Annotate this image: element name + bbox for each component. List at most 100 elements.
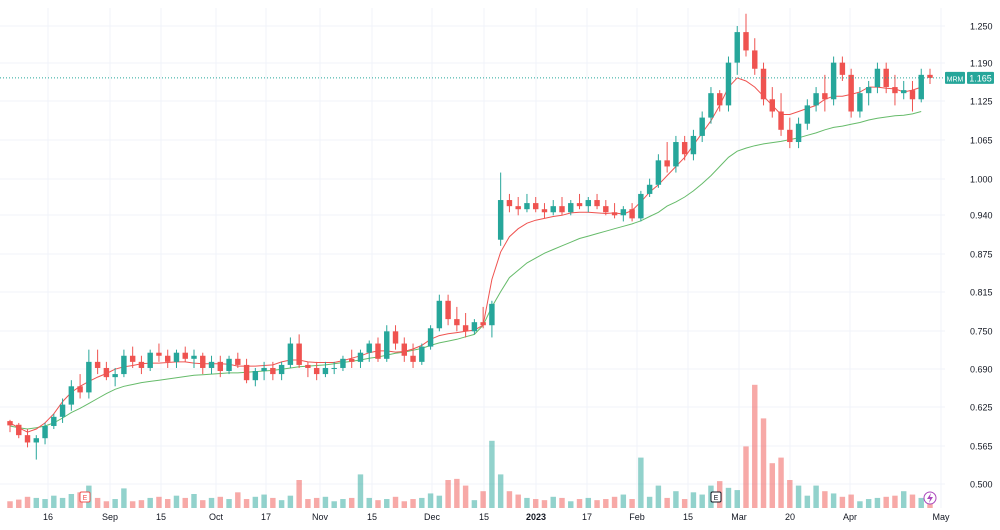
volume-bar [252,496,259,508]
candle-body [427,328,434,347]
price-axis[interactable]: 1.250 1.190 1.125 1.065 1.000 0.940 0.875 0.815… [945,22,994,490]
volume-bar [909,494,916,508]
candle-body [208,361,215,368]
earnings-marker[interactable]: E [79,491,91,503]
candle-body [594,200,600,207]
volume-bar [568,501,574,508]
candle [208,355,215,375]
candle-body [164,355,171,362]
volume-bar [699,494,705,508]
earnings-marker[interactable]: E [710,491,722,503]
candle [121,349,127,378]
candle-body [690,135,697,155]
candle-body [480,322,486,326]
candle-body [752,50,758,69]
candle-body [340,358,346,368]
candle [24,429,31,448]
volume-bar [410,499,416,508]
candle-body [778,111,784,130]
earnings-marker-box [79,491,91,503]
volume-bar [59,497,66,508]
y-tick-label: 1.190 [970,59,993,69]
volume-bar [340,499,346,508]
earnings-marker-label: E [714,495,719,502]
earnings-marker-label: E [83,495,88,502]
volume-bar [129,501,136,508]
volume-bar [366,497,372,508]
volume-bar [33,497,40,508]
candle-body [865,87,872,94]
volume-bar [419,497,425,508]
candle [813,87,819,112]
candle [261,361,267,381]
volume-bar [830,493,837,508]
volume-bar [235,492,241,508]
candle [217,355,224,378]
candle [322,361,329,378]
candle-body [278,364,285,375]
candle [787,117,793,149]
candle-body [138,361,145,368]
candle [848,68,854,118]
last-price-label: 1.165 [969,73,992,83]
x-tick-label: 16 [43,512,53,522]
candle-body [638,193,644,219]
y-tick-label: 1.000 [970,175,993,185]
candle-body [103,367,110,378]
time-axis[interactable]: 16 Sep 15 Oct 17 Nov 15 Dec 15 2023 17 Feb 15 Mar 20 Ap… [43,512,950,522]
x-tick-label: 15 [479,512,489,522]
candle [226,355,232,375]
x-tick-label: Feb [629,512,645,522]
candle [16,422,22,439]
volume-bar [804,495,811,508]
candle [716,90,723,112]
candle [673,135,679,173]
volume-bar [900,491,907,508]
volume-bar [892,495,898,508]
volume-bar [524,497,530,508]
candle [603,200,609,216]
candle-body [226,358,232,372]
candle [611,203,618,219]
x-tick-label: Apr [843,512,857,522]
candle-body [182,352,188,359]
candle-body [173,352,180,362]
candle [94,349,101,375]
volume-bar [427,493,434,508]
candle [927,68,933,85]
candle [173,349,180,368]
volume-bar [103,501,110,508]
candle-body [436,300,443,329]
volume-bar [795,485,802,508]
y-tick-label: 0.875 [970,250,993,260]
candle [305,361,311,378]
candle [357,349,364,368]
candle-body [375,343,381,359]
candle [235,352,241,368]
candle-body [16,424,22,436]
candle-body [252,371,259,381]
volume-bar [375,500,381,508]
candle-body [883,68,889,88]
volume-bar [874,497,881,508]
candle-body [296,343,302,365]
candle-body [305,364,311,368]
candle-body [655,160,662,185]
x-tick-label: Mar [731,512,747,522]
volume-bar [541,500,548,508]
candle [620,206,627,222]
candle [743,13,749,57]
x-tick-label: Oct [209,512,224,522]
lightning-icon[interactable] [923,491,937,505]
candle-body [357,352,364,362]
volume-bar [638,457,644,508]
volume-bar [313,497,320,508]
candle-body [384,331,390,359]
candle [200,352,206,375]
volume-bar [532,499,539,508]
candle-body [646,184,653,194]
candle-body [848,74,854,112]
